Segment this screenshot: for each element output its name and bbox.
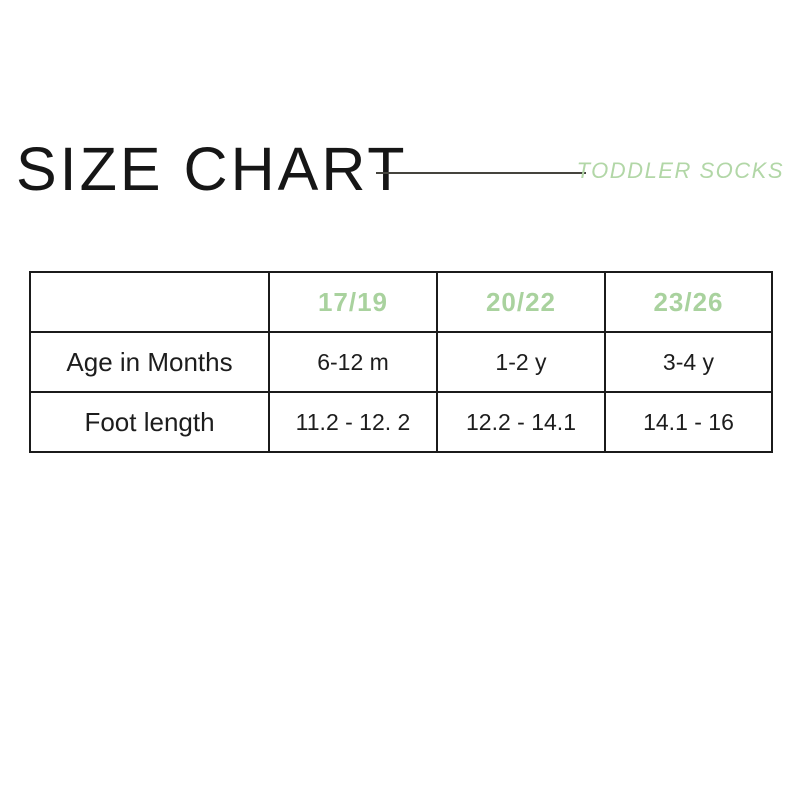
table-header-size-17-19: 17/19 [268,271,438,333]
table-header-size-23-26: 23/26 [604,271,773,333]
table-header-row: 17/19 20/22 23/26 [29,271,773,333]
foot-length-value-size-23-26: 14.1 - 16 [604,391,773,453]
table-row-age: Age in Months 6-12 m 1-2 y 3-4 y [29,331,773,393]
age-value-size-17-19: 6-12 m [268,331,438,393]
foot-length-value-size-20-22: 12.2 - 14.1 [436,391,606,453]
divider-line [376,172,586,174]
age-value-size-23-26: 3-4 y [604,331,773,393]
row-label-age-in-months: Age in Months [29,331,270,393]
table-header-empty-cell [29,271,270,333]
product-label: TODDLER SOCKS [576,158,784,183]
table-header-size-20-22: 20/22 [436,271,606,333]
page-title: SIZE CHART [16,135,408,203]
age-value-size-20-22: 1-2 y [436,331,606,393]
table-row-foot-length: Foot length 11.2 - 12. 2 12.2 - 14.1 14.… [29,391,773,453]
row-label-foot-length: Foot length [29,391,270,453]
foot-length-value-size-17-19: 11.2 - 12. 2 [268,391,438,453]
size-table: 17/19 20/22 23/26 Age in Months 6-12 m 1… [29,271,773,453]
